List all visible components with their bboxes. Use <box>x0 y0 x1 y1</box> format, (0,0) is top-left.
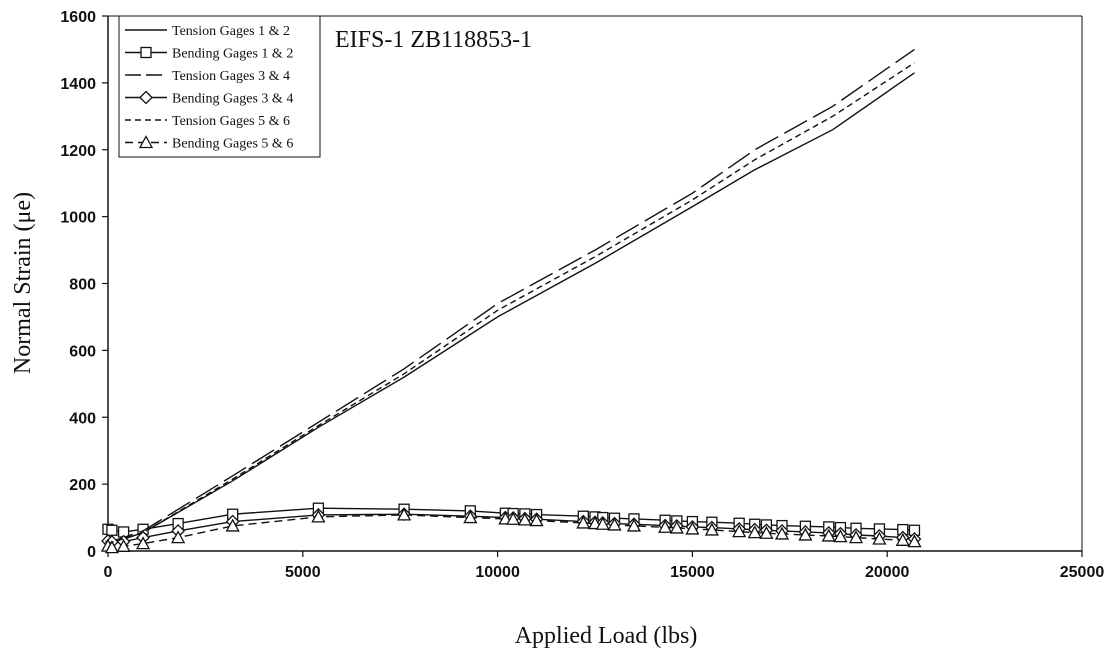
square-marker <box>106 524 118 536</box>
x-tick-label: 15000 <box>670 564 715 581</box>
triangle-marker <box>135 536 151 550</box>
triangle-marker <box>311 509 326 523</box>
y-tick-label: 0 <box>87 544 96 561</box>
y-tick-label: 800 <box>69 277 96 294</box>
triangle-marker <box>704 522 719 536</box>
legend-label: Tension Gages 5 & 6 <box>172 114 290 129</box>
series-3 <box>107 48 915 544</box>
x-tick-label: 5000 <box>285 564 321 581</box>
triangle-marker <box>171 530 186 544</box>
y-tick-label: 1600 <box>60 9 96 26</box>
axes: 0 5000 10000 15000 20000 25000 0 200 400 600 800 10… <box>60 9 1104 581</box>
legend-label: Bending Gages 3 & 4 <box>172 92 293 107</box>
series-layer <box>100 48 922 554</box>
y-tick-label: 600 <box>69 343 96 360</box>
triangle-marker <box>397 507 412 521</box>
triangle-marker <box>225 518 240 532</box>
legend-item: Tension Gages 3 & 4 <box>125 69 290 84</box>
legend-item: Bending Gages 5 & 6 <box>125 135 293 152</box>
legend-item: Tension Gages 5 & 6 <box>125 114 290 129</box>
x-tick-label: 0 <box>104 564 113 581</box>
legend-label: Tension Gages 3 & 4 <box>172 69 290 84</box>
y-tick-label: 200 <box>69 477 96 494</box>
triangle-marker <box>821 528 836 542</box>
legend-label: Bending Gages 1 & 2 <box>172 47 293 62</box>
triangle-marker <box>848 530 864 544</box>
triangle-marker <box>833 529 848 543</box>
series-6 <box>100 507 922 554</box>
triangle-marker <box>517 512 532 526</box>
x-tick-label: 25000 <box>1060 564 1105 581</box>
series-line <box>107 62 915 545</box>
legend-label: Bending Gages 5 & 6 <box>172 137 293 152</box>
legend-item: Bending Gages 3 & 4 <box>125 90 293 107</box>
triangle-marker <box>138 135 154 149</box>
x-tick-label: 10000 <box>475 564 520 581</box>
y-tick-label: 1200 <box>60 143 96 160</box>
legend: Tension Gages 1 & 2 Bending Gages 1 & 2 Te… <box>118 15 321 158</box>
triangle-marker <box>463 510 478 524</box>
legend-box <box>118 15 321 158</box>
triangle-marker <box>595 516 610 530</box>
triangle-marker <box>658 519 673 533</box>
series-line <box>107 72 915 545</box>
triangle-marker <box>669 520 684 534</box>
y-tick-label: 400 <box>69 410 96 427</box>
triangle-marker <box>626 518 642 532</box>
square-marker <box>140 46 152 59</box>
triangle-marker <box>732 524 747 538</box>
triangle-marker <box>506 511 521 525</box>
legend-item: Tension Gages 1 & 2 <box>125 24 290 39</box>
triangle-marker <box>576 515 591 529</box>
triangle-marker <box>798 527 813 541</box>
triangle-marker <box>116 538 131 552</box>
triangle-marker <box>872 531 887 545</box>
x-tick-label: 20000 <box>865 564 910 581</box>
triangle-marker <box>685 521 700 535</box>
series-line <box>107 48 915 544</box>
triangle-marker <box>104 540 119 554</box>
x-axis-title: Applied Load (lbs) <box>515 623 698 649</box>
triangle-marker <box>607 517 622 531</box>
triangle-marker <box>747 525 762 539</box>
triangle-marker <box>529 513 544 527</box>
chart-title: EIFS-1 ZB118853-1 <box>335 27 532 53</box>
triangle-marker <box>774 526 790 540</box>
series-1 <box>107 72 915 545</box>
diamond-marker <box>139 90 153 105</box>
triangle-marker <box>895 532 910 546</box>
y-tick-label: 1000 <box>60 210 96 227</box>
y-axis-title: Normal Strain (μe) <box>10 192 36 374</box>
triangle-marker <box>907 534 922 548</box>
legend-item: Bending Gages 1 & 2 <box>125 47 293 62</box>
triangle-marker <box>759 525 774 539</box>
legend-label: Tension Gages 1 & 2 <box>172 24 290 39</box>
y-tick-label: 1400 <box>60 76 96 93</box>
series-5 <box>107 62 915 545</box>
